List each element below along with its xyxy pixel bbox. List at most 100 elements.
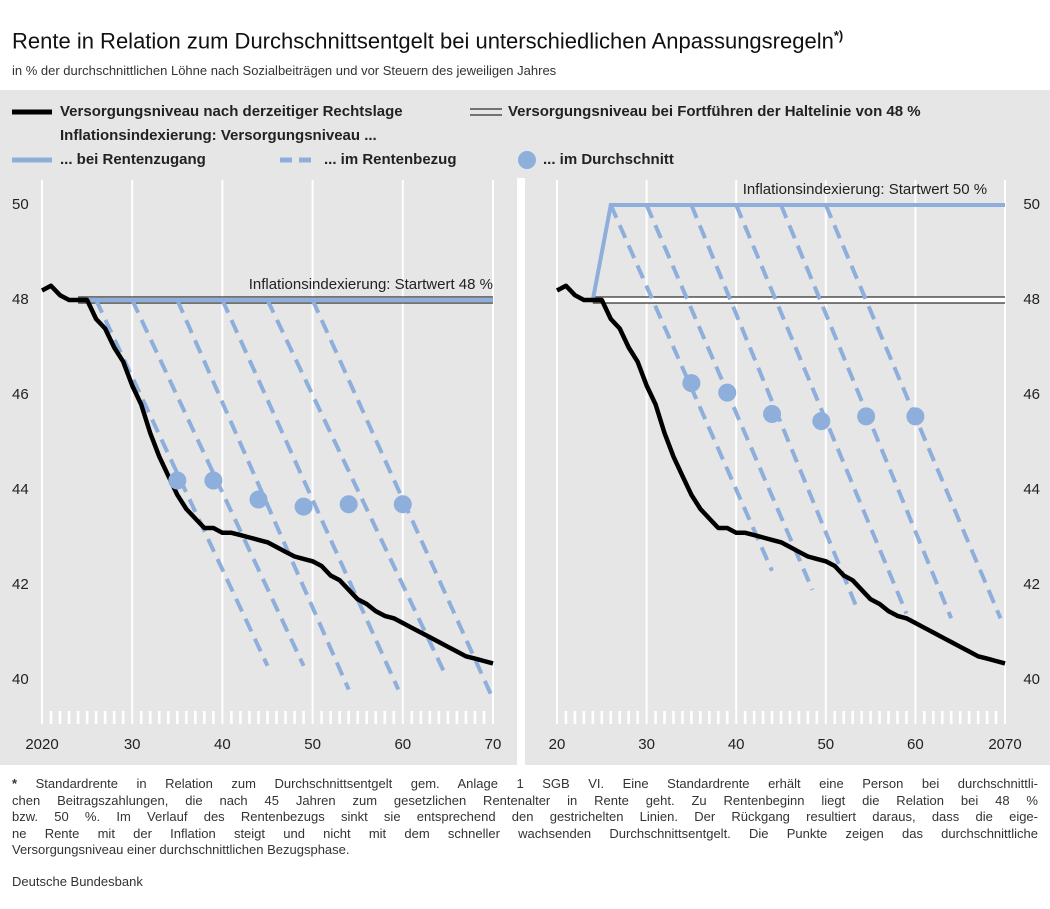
y-tick-label: 46 <box>12 386 29 403</box>
annotation: Inflationsindexierung: Startwert 48 % <box>249 276 493 293</box>
minor-tick <box>473 711 477 724</box>
minor-tick <box>212 711 215 724</box>
minor-tick <box>869 711 872 724</box>
dot <box>168 471 187 490</box>
dashed-line <box>220 299 401 691</box>
minor-tick <box>600 711 604 724</box>
y-tick-label: 46 <box>1023 386 1040 403</box>
x-tick-label: 40 <box>214 736 231 753</box>
footnote-text: bzw. 50 %. Im Verlauf des Rentenbezugs s… <box>12 809 1038 825</box>
minor-tick <box>672 711 675 724</box>
footnote-line: * Standardrente in Relation zum Durchsch… <box>12 776 1038 793</box>
y-tick-label: 50 <box>1023 196 1040 213</box>
minor-tick <box>690 711 693 724</box>
minor-tick <box>940 711 944 724</box>
minor-tick <box>949 711 953 724</box>
minor-tick <box>896 711 899 724</box>
minor-tick <box>725 711 729 724</box>
minor-tick <box>806 711 810 724</box>
minor-tick <box>248 711 251 724</box>
minor-tick <box>932 711 935 724</box>
title: Rente in Relation zum Durchschnittsentge… <box>12 28 843 54</box>
minor-tick <box>166 711 170 724</box>
dot <box>393 495 412 514</box>
minor-tick <box>239 711 242 724</box>
minor-tick <box>347 711 350 724</box>
title-text: Rente in Relation zum Durchschnittsentge… <box>12 28 834 54</box>
y-tick-label: 42 <box>12 576 29 593</box>
minor-tick <box>365 711 369 724</box>
x-tick-label: 70 <box>485 736 502 753</box>
minor-tick <box>851 711 854 724</box>
minor-tick <box>85 711 89 724</box>
minor-tick <box>905 711 908 724</box>
minor-tick <box>618 711 622 724</box>
x-tick-label: 2070 <box>988 736 1021 753</box>
minor-tick <box>708 711 711 724</box>
legend-label: ... bei Rentenzugang <box>60 151 206 168</box>
minor-tick <box>185 711 188 724</box>
minor-tick <box>203 711 206 724</box>
minor-tick <box>302 711 305 724</box>
annotation: Inflationsindexierung: Startwert 50 % <box>743 181 987 198</box>
minor-tick <box>815 711 819 724</box>
y-tick-label: 42 <box>1023 576 1040 593</box>
dashed-line <box>689 204 860 610</box>
minor-tick <box>609 711 613 724</box>
minor-tick <box>194 711 197 724</box>
minor-tick <box>58 711 62 724</box>
minor-tick <box>482 711 486 724</box>
minor-tick <box>967 711 971 724</box>
minor-tick <box>464 711 468 724</box>
x-tick-label: 40 <box>728 736 745 753</box>
minor-tick <box>582 711 586 724</box>
minor-tick <box>176 711 179 724</box>
minor-tick <box>779 711 783 724</box>
dot <box>682 374 701 393</box>
minor-tick <box>743 711 747 724</box>
minor-tick <box>230 711 233 724</box>
footnote-line: Versorgungsniveau einer durchschnittlich… <box>12 842 1038 859</box>
minor-tick <box>157 711 161 724</box>
minor-tick <box>383 711 387 724</box>
x-tick-label: 20 <box>549 736 566 753</box>
minor-tick <box>419 711 423 724</box>
minor-tick <box>923 711 926 724</box>
minor-tick <box>94 711 98 724</box>
legend-swatch <box>518 151 536 169</box>
minor-tick <box>266 711 269 724</box>
minor-tick <box>761 711 765 724</box>
legend-label: ... im Rentenbezug <box>324 151 457 168</box>
minor-tick <box>573 711 577 724</box>
minor-tick <box>49 711 53 724</box>
minor-tick <box>654 711 657 724</box>
x-tick-label: 30 <box>124 736 141 753</box>
minor-tick <box>275 711 278 724</box>
dot <box>249 490 268 509</box>
minor-tick <box>636 711 639 724</box>
minor-tick <box>985 711 989 724</box>
minor-tick <box>392 711 396 724</box>
title-note: *) <box>833 28 844 43</box>
dashed-line <box>265 299 446 672</box>
minor-tick <box>455 711 459 724</box>
dashed-line <box>310 299 495 700</box>
minor-tick <box>797 711 801 724</box>
footnote-line: ne Rente mit der Inflation steigt und ni… <box>12 826 1038 843</box>
footnote: * Standardrente in Relation zum Durchsch… <box>12 776 1038 859</box>
footnote-text: chen Beitragszahlungen, die nach 45 Jahr… <box>12 792 1038 808</box>
footnote-text: ne Rente mit der Inflation steigt und ni… <box>12 825 1038 841</box>
footnote-line: bzw. 50 %. Im Verlauf des Rentenbezugs s… <box>12 809 1038 826</box>
minor-tick <box>958 711 962 724</box>
panel-gap <box>517 178 525 765</box>
minor-tick <box>446 711 450 724</box>
y-tick-label: 44 <box>12 481 29 498</box>
dot <box>763 405 782 423</box>
y-tick-label: 50 <box>12 196 29 213</box>
y-tick-label: 48 <box>12 291 29 308</box>
line <box>40 283 494 666</box>
minor-tick <box>121 711 125 724</box>
minor-tick <box>257 711 260 724</box>
dot <box>339 495 358 514</box>
